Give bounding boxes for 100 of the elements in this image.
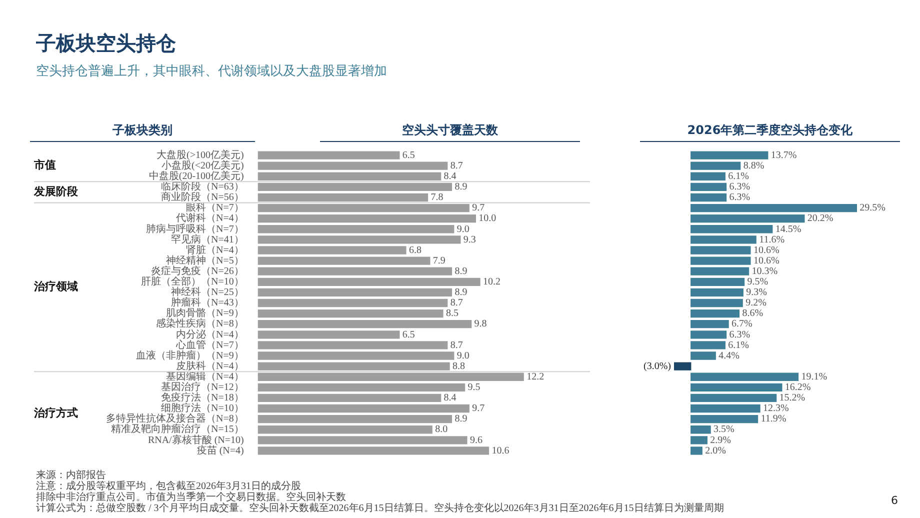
text: 6 [891, 494, 898, 507]
y-tick-label: 皮肤科（N=4） [176, 360, 244, 372]
chart-title: 子板块空头持仓 [36, 30, 176, 57]
bar [258, 446, 490, 455]
bar [258, 426, 432, 434]
bar [258, 309, 444, 318]
bar [690, 225, 773, 234]
y-tick-label: 大盘股(>100亿美元) [156, 148, 244, 161]
data-label: 9.7 [472, 403, 485, 414]
bar [258, 246, 406, 254]
bar [690, 288, 744, 297]
data-label: 6.5 [402, 150, 415, 161]
source-note: 来源：内部报告 [36, 470, 106, 481]
y-tick-label: 基因编辑（N=4） [166, 370, 244, 382]
data-label: 8.9 [454, 266, 468, 277]
data-label: 6.5 [402, 329, 415, 340]
bar [690, 446, 702, 455]
y-tick-label: 多特异性抗体及接合器（N=8） [106, 412, 244, 425]
data-label: 6.8 [408, 244, 422, 256]
data-label: 8.0 [435, 424, 448, 436]
y-tick-label: 免疫疗法（N=18） [160, 392, 244, 404]
bar [258, 436, 468, 444]
y-axis-title: 子板块类别 [30, 122, 255, 142]
data-label: 8.5 [446, 308, 458, 320]
data-label: 8.8% [743, 160, 764, 172]
data-label: 10.0 [478, 213, 496, 224]
bar [690, 341, 726, 350]
data-label: 8.4 [444, 392, 456, 404]
text: 排除中非治疗重点公司。市值为当季第一个交易日数据。空头回补天数 [36, 492, 346, 503]
bar [690, 383, 782, 392]
bar [258, 204, 470, 212]
data-label: 2.0% [705, 445, 726, 456]
bar [258, 225, 454, 234]
data-label: 12.2 [526, 371, 544, 382]
data-label: 8.6% [742, 308, 764, 320]
data-label: 10.6% [753, 255, 780, 266]
bar [258, 320, 472, 328]
bar [258, 278, 480, 286]
bar [258, 236, 461, 244]
y-tick-label: 商业阶段（N=56） [160, 191, 244, 204]
text: 计算公式为：总做空股数 / 3个月平均日成交量。空头回补天数截至2026年6月15日结算日。空头持仓变化以2026年3月31日至2026年6月15日结算日为测量周期 [36, 503, 724, 514]
data-label: 8.7 [450, 340, 463, 351]
bar [258, 193, 428, 202]
data-label: 10.2 [483, 276, 501, 288]
y-tick-label: 小盘股(<20亿美元) [162, 159, 244, 172]
bar [674, 362, 692, 370]
bar [690, 256, 751, 265]
y-tick-label: 基因治疗（N=12） [160, 381, 244, 394]
data-label: 8.7 [450, 298, 463, 309]
data-label: 8.9 [454, 182, 468, 193]
data-label: 11.6% [759, 234, 785, 246]
data-label: 9.3 [463, 234, 476, 246]
text: 发展阶段 [33, 185, 79, 198]
bar [690, 330, 727, 339]
data-label: 13.7% [770, 150, 797, 161]
bar [690, 309, 740, 318]
y-tick-label: 肌肉骨骼（N=9） [166, 307, 244, 320]
text: 市值 [33, 158, 56, 172]
data-label: 14.5% [775, 224, 802, 235]
bar [690, 352, 716, 360]
y-tick-label: 精准及靶向肿瘤治疗（N=15） [110, 423, 244, 436]
bar [690, 236, 756, 244]
y-tick-label: 中盘股(20-100亿美元) [148, 170, 244, 182]
data-label: 9.2% [746, 298, 766, 309]
bar [258, 330, 400, 339]
y-tick-label: 疫苗 (N=4) [196, 444, 244, 456]
y-tick-label: 肝脏（全部）（N=10） [140, 276, 244, 288]
bar [690, 436, 708, 444]
y-tick-label: 细胞疗法（N=10） [160, 402, 244, 414]
data-label: 9.8 [474, 318, 487, 330]
data-label: 10.6 [492, 445, 510, 456]
bar [690, 214, 805, 223]
bar [690, 182, 727, 192]
bar [690, 151, 768, 160]
data-label: 8.9 [454, 414, 468, 425]
bar [258, 414, 452, 424]
data-label: 8.9 [454, 287, 468, 298]
data-label: 9.7 [472, 202, 485, 214]
y-tick-label: 心血管（N=7） [174, 338, 244, 351]
data-label: 7.9 [432, 255, 446, 266]
bar [690, 246, 751, 254]
bar [690, 404, 760, 413]
text: 治疗方式 [33, 406, 78, 420]
data-label: 6.3% [729, 182, 750, 193]
bar [258, 162, 448, 170]
bar [690, 394, 777, 402]
data-label: 8.8 [452, 360, 466, 372]
data-label: (3.0%) [644, 360, 671, 372]
bar [258, 288, 452, 297]
y-tick-label: 代谢科（N=4） [174, 212, 244, 224]
bar [258, 352, 454, 360]
bar [258, 182, 452, 192]
y-tick-label: 临床阶段（N=63） [160, 180, 244, 193]
text: 治疗领域 [33, 280, 78, 294]
x-axis-title: 空头头寸覆盖天数 [320, 122, 580, 142]
bar [258, 256, 430, 265]
bar [690, 278, 745, 286]
bar [258, 214, 476, 223]
data-label: 9.0 [456, 224, 470, 235]
y-tick-label: 神经精神（N=5） [166, 254, 244, 266]
